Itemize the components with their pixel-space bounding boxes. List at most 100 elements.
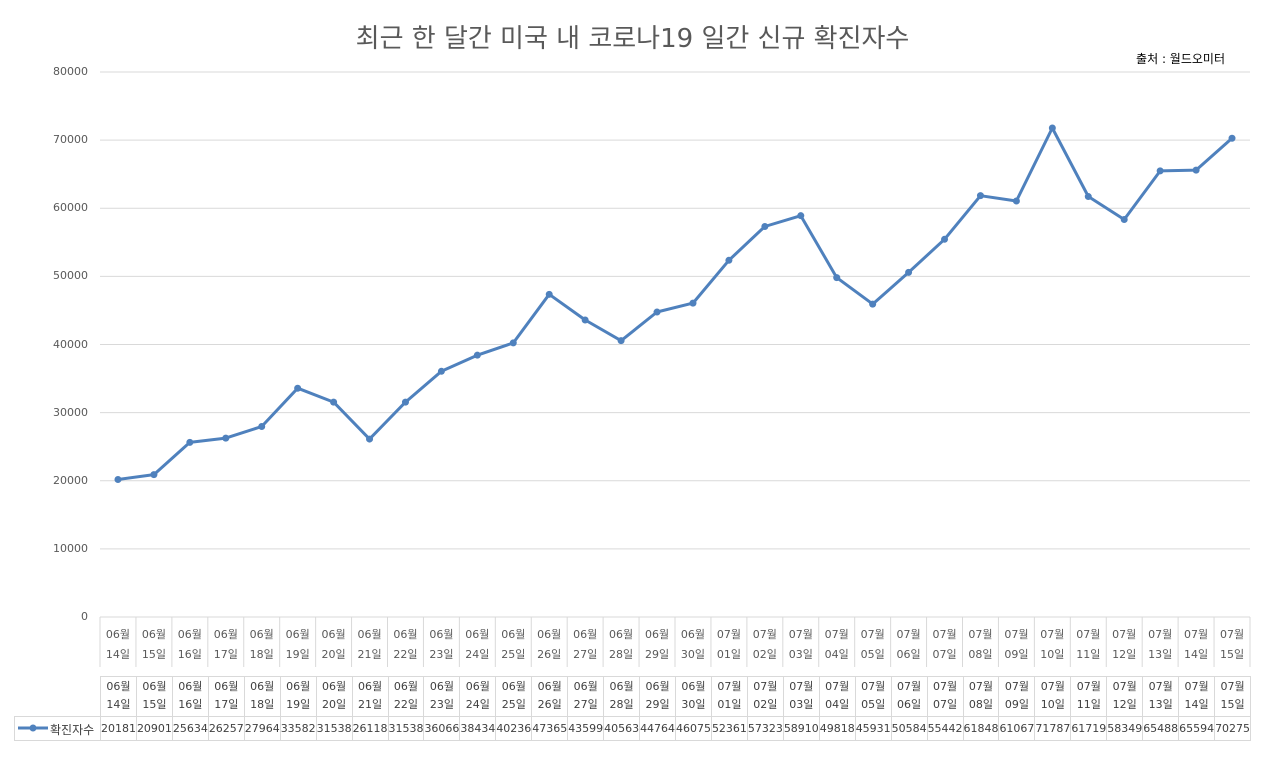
x-tick-label: 06월 16일 [177,628,202,661]
table-value-cell: 65488 [1142,716,1180,741]
table-value-cell: 31538 [387,716,425,741]
table-value-cell: 50584 [890,716,928,741]
table-value-cell: 27964 [243,716,281,741]
table-value-cell: 36066 [423,716,461,741]
data-point [294,384,302,392]
table-header-cell: 07월 06일 [890,676,928,717]
x-tick-label: 06월 26일 [537,628,562,661]
x-tick-label: 06월 15일 [141,628,166,661]
table-header-cell: 07월 11일 [1070,676,1108,717]
data-point [509,339,517,347]
table-value-cell: 45931 [854,716,892,741]
table-header-cell: 06월 29일 [639,676,676,717]
x-tick-label: 06월 28일 [609,628,634,661]
x-tick-label: 06월 29일 [644,628,670,661]
data-point [1156,167,1164,175]
table-header-cell: 06월 26일 [531,676,569,717]
data-point [941,235,949,243]
table-value-cell: 65594 [1178,716,1216,741]
table-value-cell: 20901 [135,716,173,741]
x-tick-label: 06월 30일 [680,628,706,661]
data-point [1120,215,1128,223]
table-value-cell: 61067 [998,716,1036,741]
table-value-cell: 46075 [675,716,712,741]
x-tick-label: 06월 27일 [573,628,598,661]
x-tick-label: 06월 17일 [213,628,238,661]
data-point [1192,166,1200,174]
x-tick-label: 07월 06일 [896,628,921,661]
x-tick-label: 07월 15일 [1219,628,1245,661]
x-tick-label: 07월 14일 [1184,628,1209,661]
table-header-cell: 07월 03일 [782,676,820,717]
table-value-cell: 61719 [1070,716,1108,741]
table-value-cell: 38434 [459,716,497,741]
data-point [797,212,805,220]
data-point [545,290,553,298]
y-tick-label: 60000 [53,201,88,215]
x-tick-label: 06월 22일 [393,628,418,661]
x-tick-label: 07월 11일 [1076,628,1101,661]
data-point [1048,124,1056,132]
table-value-cell: 33582 [279,716,317,741]
chart-title: 최근 한 달간 미국 내 코로나19 일간 신규 확진자수 [355,24,910,54]
table-value-cell: 71787 [1034,716,1072,741]
y-tick-label: 70000 [53,133,88,147]
table-value-cell: 40563 [603,716,641,741]
data-point [689,299,697,307]
y-tick-label: 40000 [53,337,88,351]
table-value-cell: 26257 [207,716,245,741]
data-point [1228,134,1236,142]
table-header-cell: 06월 20일 [315,676,353,717]
x-tick-label: 07월 02일 [752,628,777,661]
table-value-cell: 58910 [782,716,820,741]
table-header-cell: 07월 13일 [1142,676,1180,717]
data-point [976,192,984,200]
y-tick-label: 30000 [53,405,88,419]
data-point [653,308,661,316]
table-header-cell: 06월 30일 [675,676,712,717]
data-point [186,438,194,446]
table-value-cell: 40236 [495,716,533,741]
legend-label: 확진자수 [50,723,95,737]
table-header-cell: 06월 24일 [459,676,497,717]
x-tick-label: 06월 21일 [357,628,382,661]
table-value-cell: 61848 [962,716,1000,741]
x-tick-label: 06월 14일 [105,628,131,661]
table-value-cell: 70275 [1214,716,1251,741]
table-header-cell: 06월 22일 [387,676,425,717]
table-header-cell: 07월 09일 [998,676,1036,717]
data-point [905,268,913,276]
data-point [725,256,733,264]
table-header-cell: 06월 15일 [135,676,173,717]
table-header-cell: 06월 19일 [279,676,317,717]
x-tick-label: 06월 19일 [285,628,310,661]
legend-marker [29,724,37,732]
data-point [617,337,625,345]
table-header-cell: 07월 02일 [746,676,784,717]
table-value-cell: 44764 [639,716,676,741]
x-tick-label: 07월 01일 [716,628,741,661]
table-header-cell: 06월 21일 [351,676,389,717]
y-tick-label: 20000 [53,473,88,487]
table-header-cell: 07월 08일 [962,676,1000,717]
table-value-cell: 20181 [100,716,137,741]
y-tick-label: 50000 [53,269,88,283]
table-value-cell: 58349 [1106,716,1144,741]
data-point [869,300,877,308]
table-value-cell: 55442 [926,716,964,741]
data-point [401,398,409,406]
table-header-cell: 06월 18일 [243,676,281,717]
data-point [1084,193,1092,201]
y-tick-label: 0 [81,610,88,623]
x-tick-label: 07월 12일 [1112,628,1137,661]
data-point [366,435,374,443]
table-header-cell: 06월 27일 [567,676,605,717]
table-value-cell: 25634 [171,716,209,741]
x-tick-label: 07월 03일 [788,628,813,661]
x-tick-label: 06월 24일 [465,628,490,661]
data-point [330,398,338,406]
table-header-cell: 07월 01일 [710,676,748,717]
data-point [150,471,158,479]
